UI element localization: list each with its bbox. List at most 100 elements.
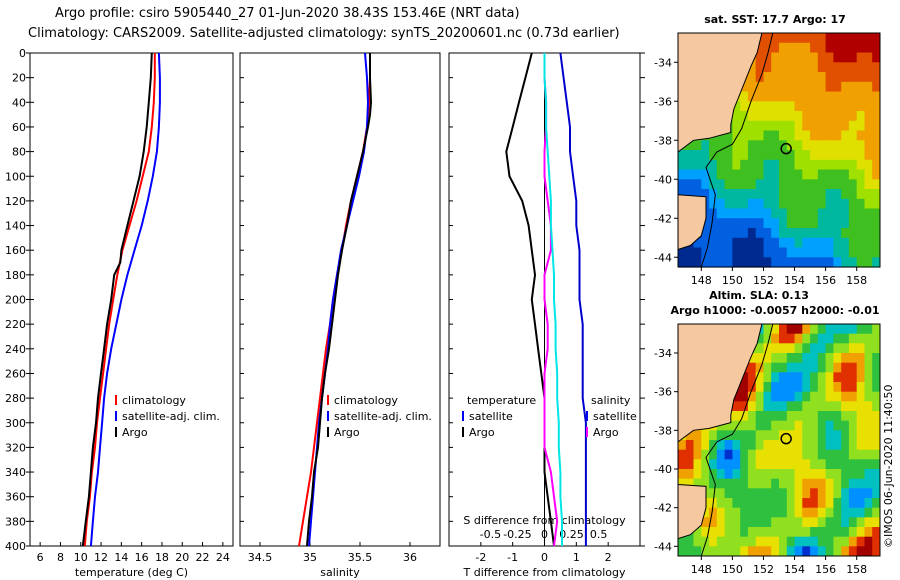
map-cell xyxy=(833,372,842,383)
map-cell xyxy=(701,218,710,229)
map-cell xyxy=(701,459,710,470)
map-cell xyxy=(817,507,827,518)
map-cell xyxy=(848,72,858,83)
x-tick-label: 10 xyxy=(74,551,88,564)
map-cell xyxy=(732,401,741,412)
map-cell xyxy=(872,536,881,547)
map-cell xyxy=(833,179,842,190)
map-title: sat. SST: 17.7 Argo: 17 xyxy=(704,13,846,26)
map-cell xyxy=(825,237,834,249)
map-cell xyxy=(724,189,733,200)
map-cell xyxy=(817,208,827,219)
map-cell xyxy=(810,401,819,412)
map-cell xyxy=(872,362,881,373)
map-cell xyxy=(747,469,757,480)
map-cell xyxy=(755,411,764,422)
map-cell xyxy=(732,237,741,249)
depth-tick-label: 380 xyxy=(5,515,26,528)
map-cell xyxy=(701,257,710,268)
map-cell xyxy=(779,169,788,180)
map-cell xyxy=(841,42,850,54)
map-cell xyxy=(810,247,819,258)
map-cell xyxy=(825,130,834,141)
map-cell xyxy=(833,478,842,489)
map-cell xyxy=(872,430,881,441)
map-cell xyxy=(685,440,695,451)
map-cell xyxy=(763,101,772,112)
map-cell xyxy=(864,469,873,480)
map-cell xyxy=(825,401,834,412)
map-cell xyxy=(864,62,873,73)
map-cell xyxy=(848,159,858,171)
map-cell xyxy=(817,247,827,258)
map-cell xyxy=(817,488,827,499)
map-cell xyxy=(747,517,757,528)
map-cell xyxy=(841,411,850,422)
map-cell xyxy=(685,546,695,557)
map-cell xyxy=(755,440,764,451)
map-cell xyxy=(693,169,702,180)
map-cell xyxy=(872,507,881,518)
map-cell xyxy=(833,169,842,180)
map-cell xyxy=(693,430,702,441)
map-cell xyxy=(755,507,764,518)
map-frame xyxy=(677,323,881,557)
map-cell xyxy=(709,536,718,547)
lat-tick-label: -42 xyxy=(654,212,672,225)
map-cell xyxy=(810,218,819,229)
map-cell xyxy=(817,33,827,44)
map-cell xyxy=(786,91,796,102)
map-cell xyxy=(833,198,842,210)
map-cell xyxy=(810,498,819,509)
map-cell xyxy=(771,140,780,151)
map-cell xyxy=(724,130,733,141)
map-cell xyxy=(810,159,819,171)
map-cell xyxy=(693,469,702,480)
map-cell xyxy=(763,488,772,499)
series-line-satellite-adj-clim- xyxy=(89,52,161,547)
map-cell xyxy=(779,440,788,451)
map-cell xyxy=(685,478,695,489)
map-cell xyxy=(747,159,757,171)
map-cell xyxy=(864,72,873,83)
map-cell xyxy=(841,440,850,451)
map-cell xyxy=(747,72,757,83)
map-cell xyxy=(810,527,819,538)
map-cell xyxy=(716,488,726,499)
map-cell xyxy=(802,353,811,364)
map-cell xyxy=(825,81,834,93)
map-cell xyxy=(763,382,772,393)
map-cell xyxy=(802,449,811,460)
map-cell xyxy=(771,62,780,73)
credit-text: ©IMOS 06-Jun-2020 11:40:50 xyxy=(882,384,895,548)
map-cell xyxy=(747,362,757,373)
map-cell xyxy=(810,324,819,335)
map-cell xyxy=(864,228,873,239)
map-cell xyxy=(848,362,858,373)
map-cell xyxy=(709,430,718,441)
map-cell xyxy=(786,459,796,470)
map-cell xyxy=(786,62,796,73)
map-cell xyxy=(701,228,710,239)
map-cell xyxy=(716,440,726,451)
map-cell xyxy=(810,111,819,122)
map-cell xyxy=(864,401,873,412)
map-cell xyxy=(825,391,834,402)
lat-tick-label: -34 xyxy=(654,347,672,360)
map-cell xyxy=(771,218,780,229)
map-cell xyxy=(779,62,788,73)
map-cell xyxy=(693,179,702,190)
map-cell xyxy=(833,507,842,518)
float-marker xyxy=(780,142,792,155)
difference-panel: -2 -1 0 1 2 T difference from climatology -0.5… xyxy=(448,52,641,579)
map-cell xyxy=(856,72,865,83)
map-cell xyxy=(833,101,842,112)
map-cell xyxy=(864,257,873,268)
depth-tick-label: 200 xyxy=(5,294,26,307)
map-cell xyxy=(833,498,842,509)
map-cell xyxy=(779,478,788,489)
map-cell xyxy=(693,536,702,547)
legend-label: Argo xyxy=(334,426,360,439)
map-cell xyxy=(740,440,749,451)
map-cell xyxy=(732,257,741,268)
